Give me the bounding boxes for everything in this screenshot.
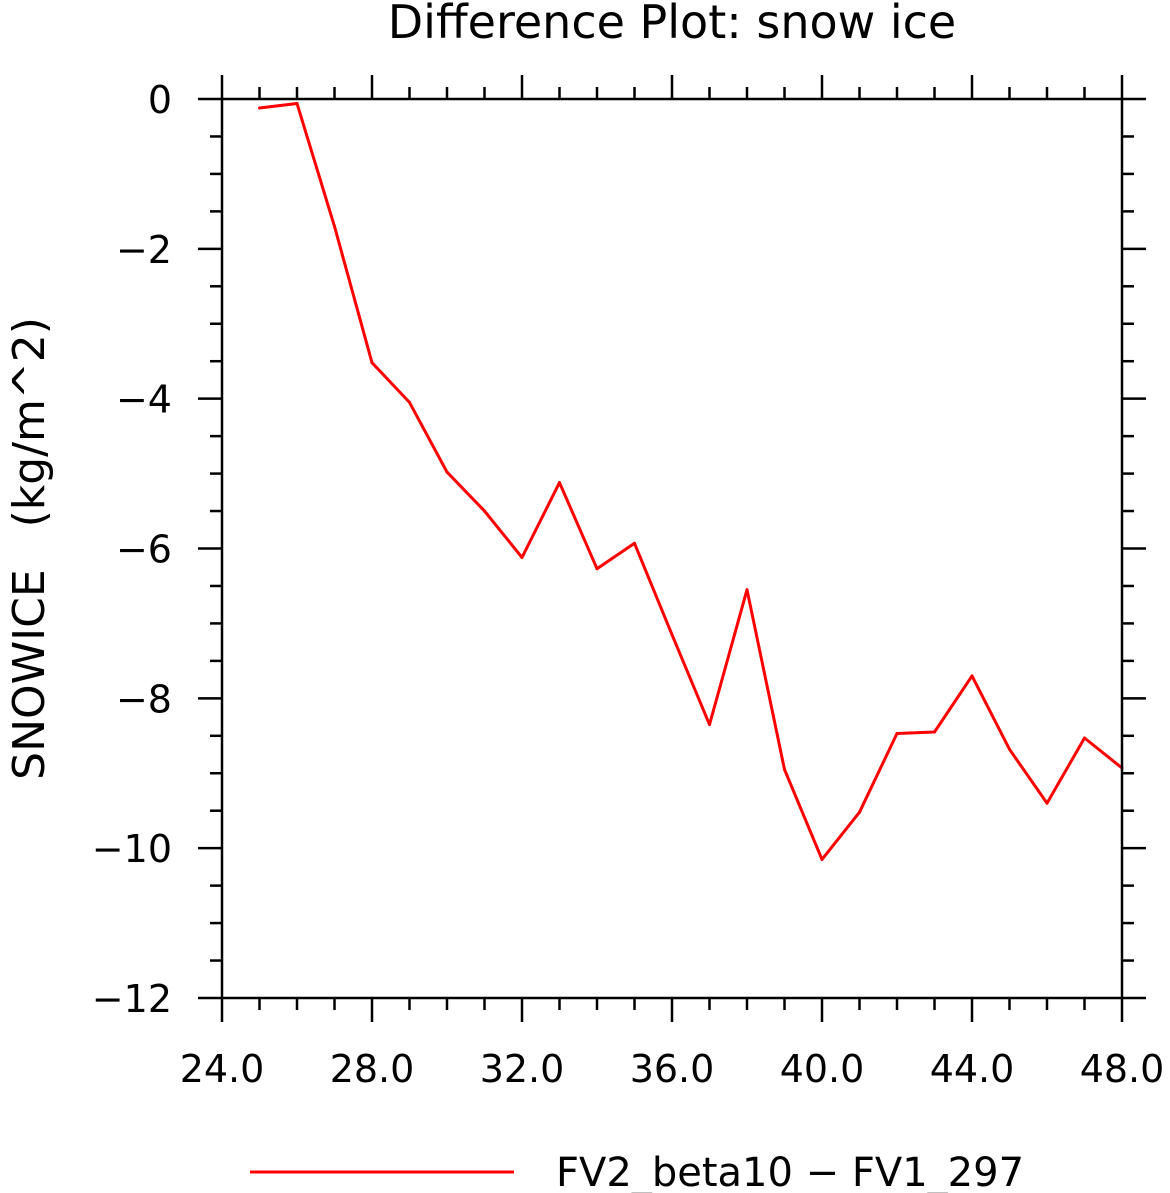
data-point — [258, 106, 261, 110]
plot-frame — [220, 97, 1124, 1000]
data-point — [970, 674, 974, 678]
data-point — [745, 588, 749, 592]
data-point — [558, 481, 561, 485]
x-tick-label: 24.0 — [180, 1047, 265, 1091]
x-tick-label: 48.0 — [1080, 1047, 1165, 1091]
x-tick-label: 36.0 — [630, 1047, 715, 1091]
data-point — [1083, 736, 1086, 740]
data-point — [858, 810, 861, 814]
data-point — [670, 633, 674, 637]
data-point — [1008, 747, 1011, 751]
y-tick-label: 0 — [148, 78, 172, 122]
data-point — [595, 567, 599, 571]
data-point — [483, 509, 486, 513]
x-tick-label: 28.0 — [330, 1047, 415, 1091]
data-point — [633, 541, 636, 545]
data-point — [933, 730, 936, 734]
y-tick-label: −10 — [92, 827, 172, 871]
x-tick-label: 32.0 — [480, 1047, 565, 1091]
x-tick-label: 40.0 — [780, 1047, 865, 1091]
data-point — [895, 732, 899, 736]
data-point — [370, 361, 374, 365]
axis-ticks: 24.0 28.0 32.0 36.0 40.0 44.0 48.0 0 −2 −4 −6 −8 −10… — [92, 75, 1165, 1091]
data-point — [520, 555, 524, 559]
x-tick-label: 44.0 — [930, 1047, 1015, 1091]
data-point — [708, 723, 711, 727]
data-point — [408, 400, 411, 404]
y-tick-label: −2 — [116, 228, 172, 272]
y-tick-label: −12 — [92, 977, 172, 1021]
y-tick-label: −4 — [116, 378, 172, 422]
data-point — [783, 768, 786, 772]
legend: FV2_beta10 − FV1_297 — [250, 1150, 1024, 1193]
y-axis-label: SNOWICE (kg/m^2) — [4, 317, 55, 780]
data-point — [1045, 801, 1049, 805]
series-layer — [258, 101, 1124, 861]
data-point — [445, 470, 449, 474]
series-line — [259, 102, 1123, 861]
data-point — [820, 857, 824, 861]
y-tick-label: −8 — [116, 677, 172, 721]
y-tick-label: −6 — [116, 528, 172, 572]
data-point — [333, 224, 336, 228]
legend-label: FV2_beta10 − FV1_297 — [556, 1150, 1024, 1193]
data-point — [295, 101, 299, 105]
chart-title: Difference Plot: snow ice — [388, 0, 956, 49]
